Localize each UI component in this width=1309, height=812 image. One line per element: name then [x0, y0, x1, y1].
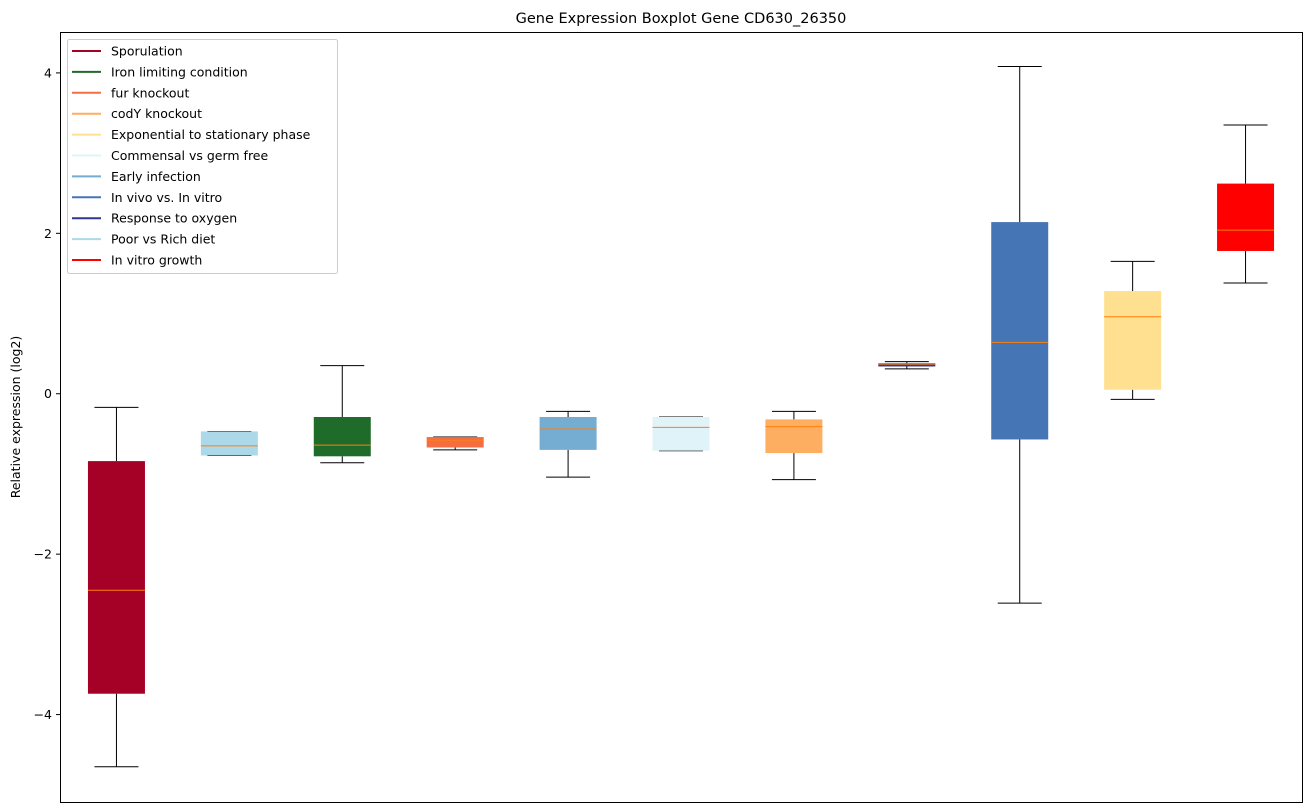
- box-7: [765, 410, 823, 481]
- box-4: [426, 436, 484, 451]
- legend-label: Response to oxygen: [111, 211, 237, 226]
- legend-label: Iron limiting condition: [111, 64, 248, 79]
- box-3: [313, 365, 371, 464]
- box-body: [991, 222, 1049, 440]
- box-body: [1104, 291, 1162, 390]
- legend-item: Iron limiting condition: [72, 64, 248, 79]
- box-body: [652, 417, 710, 451]
- box-1: [87, 406, 145, 768]
- box-body: [313, 417, 371, 457]
- legend-item: In vitro growth: [72, 253, 202, 268]
- legend-item: Poor vs Rich diet: [72, 232, 215, 247]
- legend-label: In vitro growth: [111, 253, 202, 268]
- legend-item: Exponential to stationary phase: [72, 127, 311, 142]
- box-body: [878, 363, 936, 367]
- box-11: [1217, 124, 1275, 284]
- box-body: [426, 437, 484, 448]
- y-tick-label: 4: [44, 65, 52, 80]
- plot-frame: [60, 32, 1303, 803]
- box-5: [539, 410, 597, 478]
- y-tick-label: −2: [34, 547, 52, 562]
- box-6: [652, 416, 710, 452]
- chart-title: Gene Expression Boxplot Gene CD630_26350: [516, 11, 847, 27]
- box-body: [1217, 183, 1275, 251]
- y-axis-label: Relative expression (log2): [8, 336, 23, 499]
- legend-label: codY knockout: [111, 106, 202, 121]
- legend-label: In vivo vs. In vitro: [111, 190, 222, 205]
- legend-label: Early infection: [111, 169, 201, 184]
- legend-item: codY knockout: [72, 106, 202, 121]
- legend-item: Response to oxygen: [72, 211, 237, 226]
- legend-item: fur knockout: [72, 85, 189, 100]
- legend: Sporulation Iron limiting condition fur kn…: [67, 39, 338, 274]
- box-2: [200, 430, 258, 456]
- boxes: [87, 65, 1275, 768]
- box-body: [87, 461, 145, 694]
- legend-label: Poor vs Rich diet: [111, 232, 215, 247]
- legend-label: Commensal vs germ free: [111, 148, 268, 163]
- legend-label: Exponential to stationary phase: [111, 127, 311, 142]
- y-tick-label: 2: [44, 226, 52, 241]
- legend-item: Commensal vs germ free: [72, 148, 268, 163]
- box-body: [539, 417, 597, 450]
- box-9: [991, 65, 1049, 604]
- box-body: [765, 419, 823, 454]
- box-8: [878, 361, 936, 370]
- y-tick-label: 0: [44, 386, 52, 401]
- legend-item: Early infection: [72, 169, 201, 184]
- legend-label: fur knockout: [111, 85, 189, 100]
- legend-label: Sporulation: [111, 44, 183, 59]
- box-body: [200, 431, 258, 456]
- y-axis: −4 −2 0 2 4: [34, 65, 60, 722]
- legend-item: Sporulation: [72, 44, 183, 59]
- box-10: [1104, 260, 1162, 400]
- legend-frame: [67, 39, 338, 274]
- legend-item: In vivo vs. In vitro: [72, 190, 222, 205]
- y-tick-label: −4: [34, 707, 52, 722]
